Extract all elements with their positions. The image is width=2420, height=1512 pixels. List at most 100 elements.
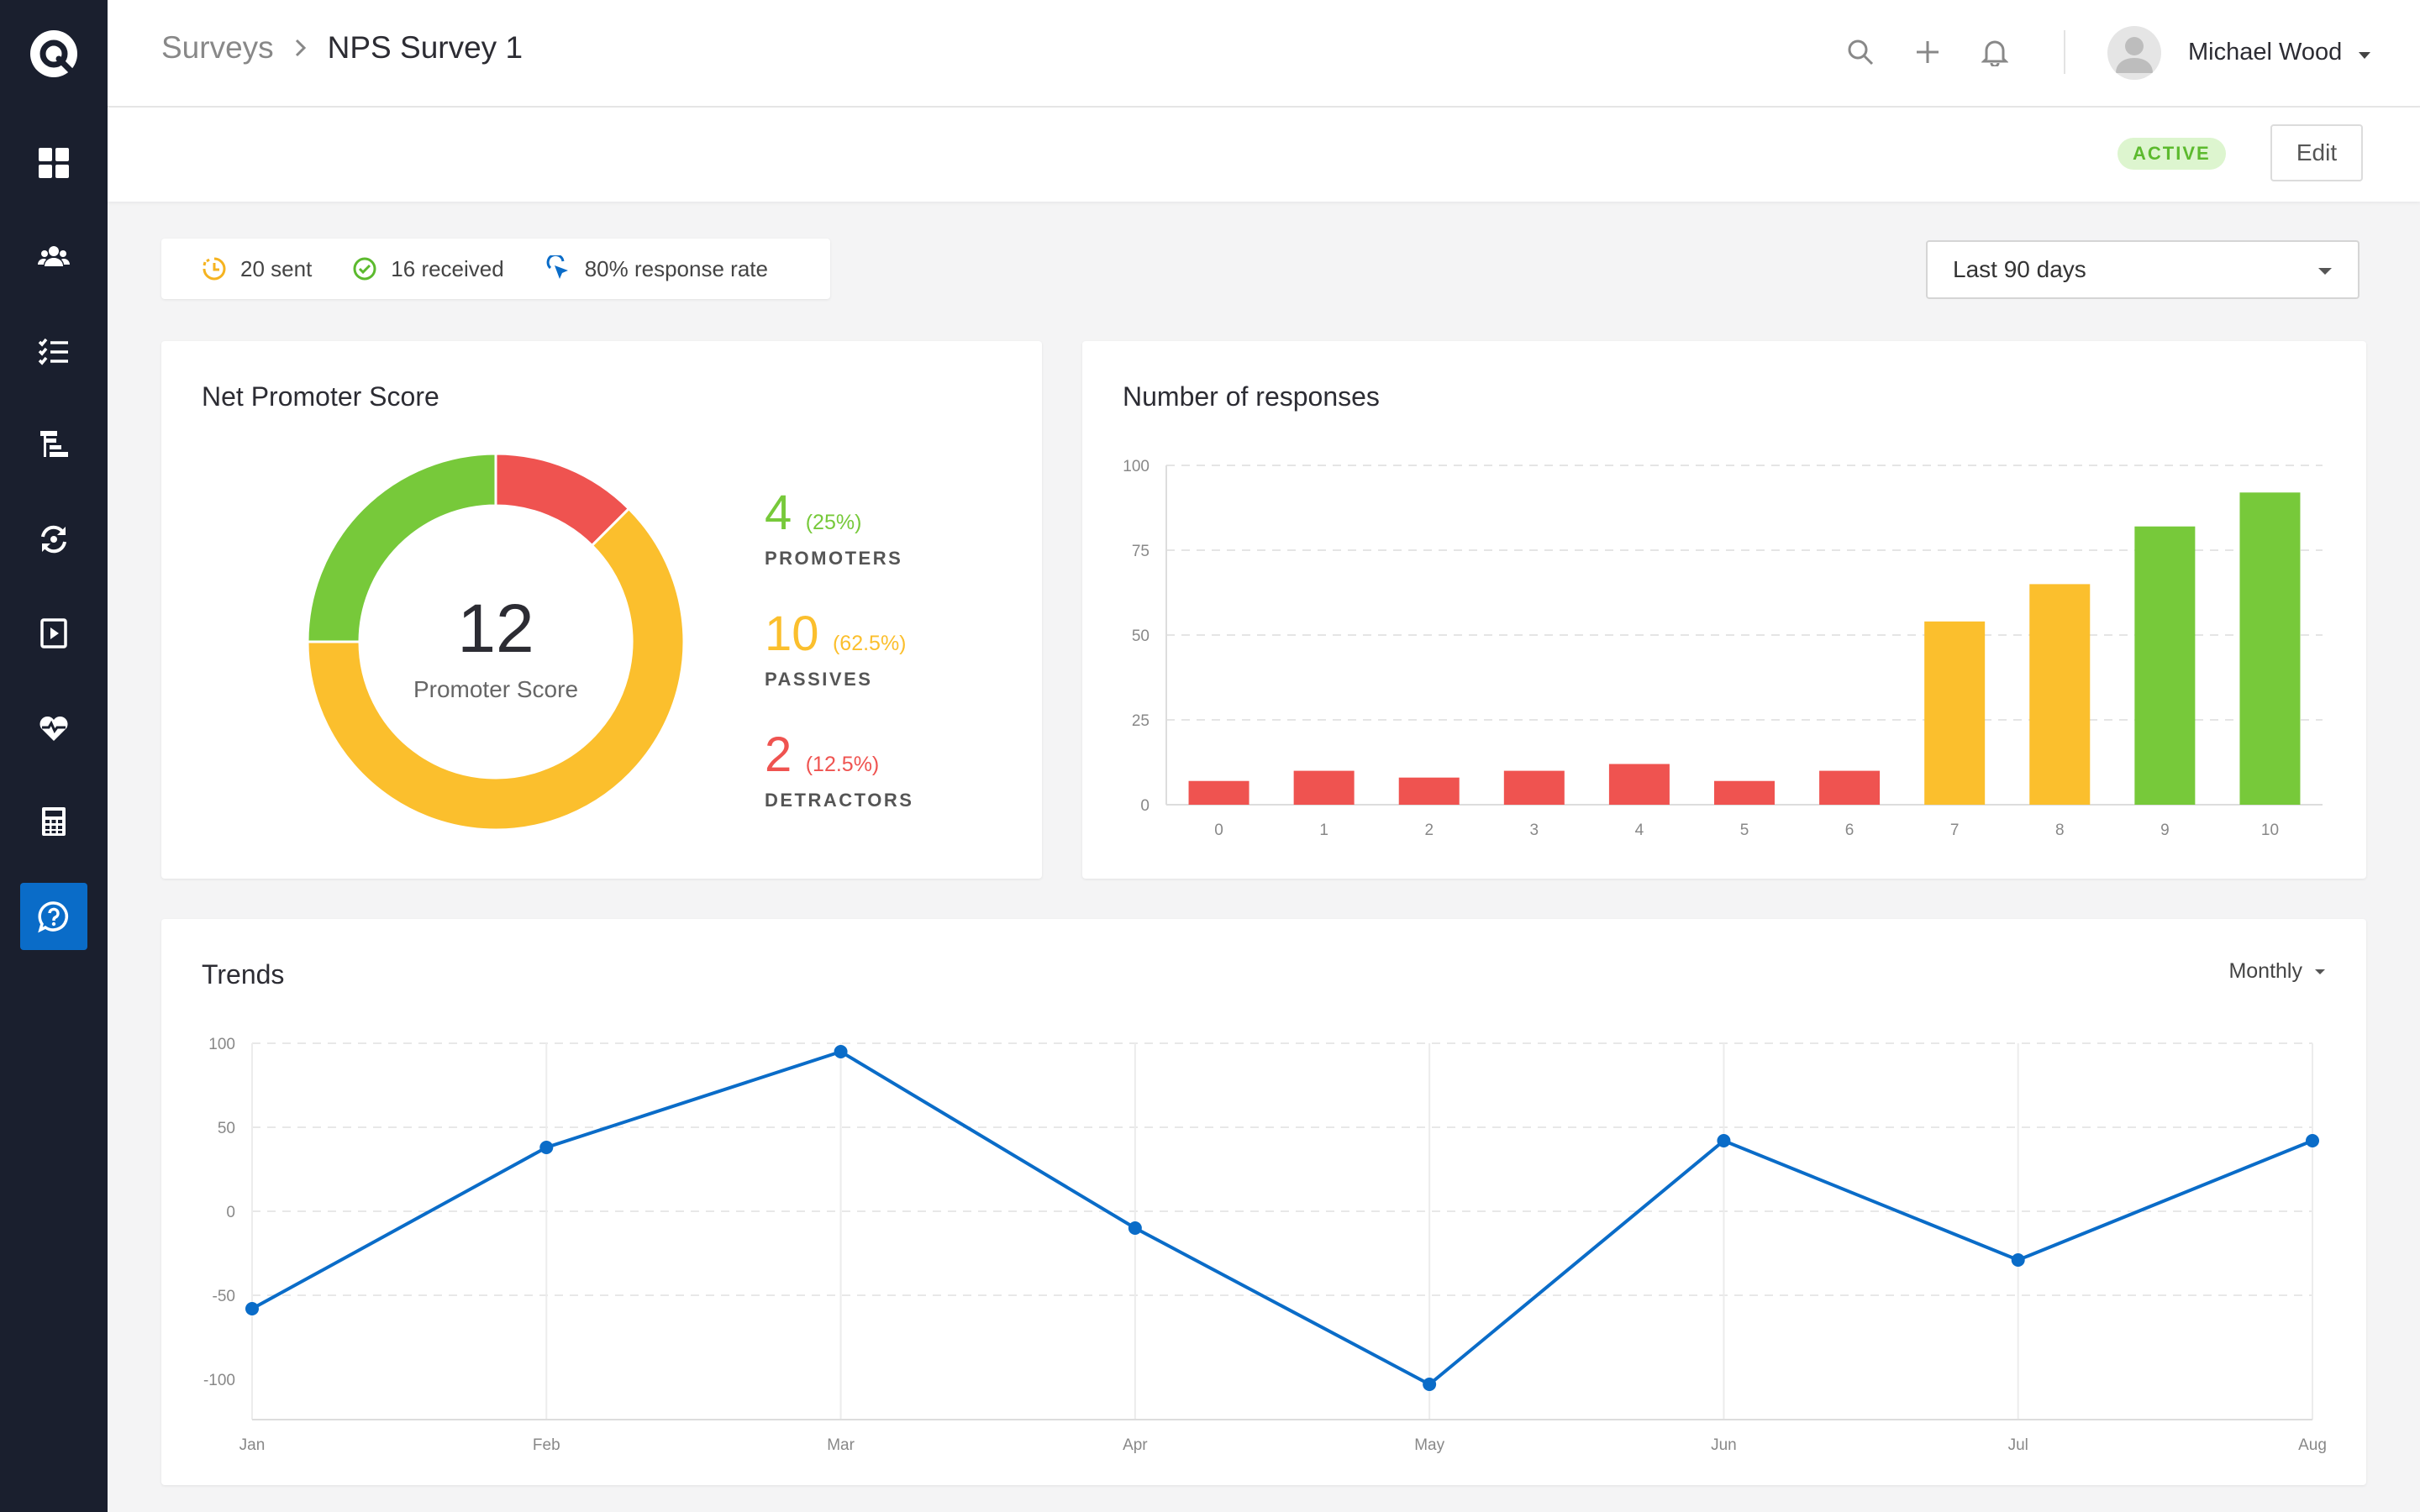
bell-icon[interactable] [1978,35,2012,69]
top-header: Surveys NPS Survey 1 Michael Wood [108,0,2420,108]
trend-point-may[interactable] [1423,1378,1437,1391]
app-logo[interactable] [29,29,79,79]
responses-bar-chart: 0 25 50 75 100 0 1 2 3 4 5 6 7 8 9 10 [1123,458,2323,839]
trend-point-mar[interactable] [834,1045,848,1058]
clock-icon [203,257,226,281]
period-value: Monthly [2228,959,2302,983]
x-tick-label: 9 [2160,822,2170,839]
x-tick-label: Mar [827,1436,855,1454]
sidebar-item-calculator[interactable] [20,788,87,855]
bar-3 [1503,770,1565,805]
date-range-select[interactable]: Last 90 days [1926,240,2360,299]
survey-stats: 20 sent 16 received 80% response rate [161,239,830,299]
detractors-pct: (12.5%) [805,753,880,776]
trend-line [251,1049,2313,1387]
y-tick-label: 0 [1140,797,1150,815]
sidebar-item-contacts[interactable] [20,223,87,291]
bar-5 [1714,780,1775,805]
stat-sent: 20 sent [202,256,312,282]
sidebar-item-health[interactable] [20,694,87,761]
calculator-icon [42,807,66,836]
bar-9 [2134,526,2196,805]
y-tick-label: -50 [213,1288,235,1305]
x-tick-label: 1 [1319,822,1328,839]
responses-card: Number of responses 0 25 50 75 100 0 1 2 3 4 5 6 7 8 9… [1082,341,2366,879]
promoter-score-value: 12 [457,591,534,667]
y-tick-label: 100 [208,1036,235,1053]
passives-pct: (62.5%) [832,632,907,655]
x-tick-label: Jan [239,1436,266,1454]
trends-line-chart: 100 50 0 -50 -100 Jan Feb Mar Apr May Jun Jul Aug [203,1036,2327,1454]
breadcrumb: Surveys NPS Survey 1 [161,30,523,66]
sidebar-item-media[interactable] [20,600,87,667]
sync-icon [41,525,66,554]
passives-stat: 10 (62.5%) PASSIVES [765,610,907,690]
users-icon [38,246,70,266]
sidebar-item-surveys[interactable] [20,883,87,950]
sidebar-item-dashboard[interactable] [20,129,87,197]
bar-7 [1924,621,1986,805]
period-select[interactable]: Monthly [2228,959,2326,984]
bar-1 [1293,770,1355,805]
bar-10 [2239,492,2301,805]
donut-slice-passives [306,507,686,832]
user-name[interactable]: Michael Wood [2188,39,2343,66]
stat-received-label: 16 received [391,255,504,281]
breadcrumb-surveys[interactable]: Surveys [161,30,274,65]
y-tick-label: 50 [1132,627,1150,645]
x-tick-label: 7 [1950,822,1960,839]
x-tick-label: 10 [2261,822,2279,839]
status-badge: ACTIVE [2118,138,2226,170]
detractors-label: DETRACTORS [765,790,914,811]
sidebar [0,0,108,1512]
trends-card: Trends Monthly 100 50 0 -50 -100 Jan Feb Mar Apr… [161,919,2366,1485]
trends-card-title: Trends [202,959,285,990]
x-tick-label: Aug [2298,1436,2327,1454]
sidebar-item-hierarchy[interactable] [20,412,87,479]
detractors-stat: 2 (12.5%) DETRACTORS [765,731,913,811]
hierarchy-icon [40,431,68,457]
caret-down-icon[interactable] [2358,49,2371,64]
chevron-right-icon [294,38,308,58]
trend-point-apr[interactable] [1128,1221,1142,1235]
sidebar-item-tasks[interactable] [20,318,87,385]
detractors-count: 2 [765,727,792,782]
header-divider [2064,30,2065,74]
stat-sent-label: 20 sent [240,255,313,281]
trend-point-feb[interactable] [539,1141,554,1154]
trend-point-jan[interactable] [245,1302,259,1315]
nps-card: Net Promoter Score 12 Promoter Score 4 (… [161,341,1042,879]
trend-point-aug[interactable] [2306,1134,2319,1147]
promoters-label: PROMOTERS [765,548,903,569]
plus-icon[interactable] [1911,35,1944,69]
breadcrumb-current: NPS Survey 1 [327,30,523,65]
promoters-count: 4 [765,486,792,540]
x-tick-label: 8 [2055,822,2065,839]
x-tick-label: Jul [2008,1436,2028,1454]
x-tick-label: 4 [1635,822,1644,839]
trend-point-jul[interactable] [2011,1253,2025,1267]
search-icon[interactable] [1844,35,1877,69]
caret-down-icon [2315,969,2325,974]
bar-8 [2029,584,2091,805]
survey-icon [38,901,69,933]
y-tick-label: 50 [218,1120,235,1137]
avatar-icon [2116,37,2153,73]
avatar[interactable] [2107,26,2161,80]
x-tick-label: Apr [1123,1436,1148,1454]
bar-2 [1398,777,1460,805]
nps-card-title: Net Promoter Score [202,381,439,412]
responses-card-title: Number of responses [1123,381,1380,412]
date-range-value: Last 90 days [1953,256,2086,282]
x-tick-label: 5 [1740,822,1749,839]
trend-point-jun[interactable] [1717,1134,1731,1147]
bar-6 [1819,770,1881,805]
passives-label: PASSIVES [765,669,873,690]
checklist-icon [38,338,68,365]
x-tick-label: Feb [533,1436,560,1454]
sidebar-item-sync[interactable] [20,506,87,573]
y-tick-label: 0 [226,1204,235,1221]
donut-slice-promoters [306,452,497,643]
y-tick-label: 100 [1123,458,1150,475]
edit-button[interactable]: Edit [2270,124,2363,181]
